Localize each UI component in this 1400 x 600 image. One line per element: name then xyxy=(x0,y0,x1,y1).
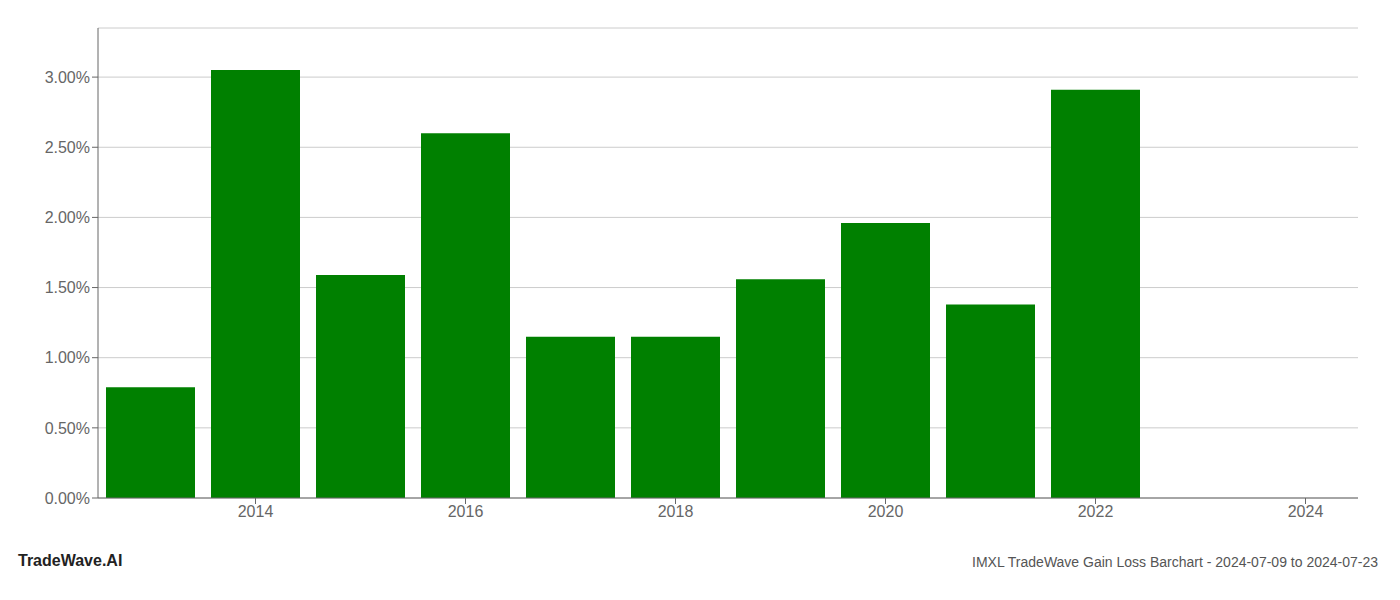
svg-text:2018: 2018 xyxy=(658,503,694,520)
svg-text:0.50%: 0.50% xyxy=(45,420,90,437)
svg-text:2.50%: 2.50% xyxy=(45,139,90,156)
svg-text:0.00%: 0.00% xyxy=(45,490,90,507)
svg-text:2024: 2024 xyxy=(1288,503,1324,520)
svg-text:2.00%: 2.00% xyxy=(45,209,90,226)
svg-text:2016: 2016 xyxy=(448,503,484,520)
svg-text:3.00%: 3.00% xyxy=(45,69,90,86)
svg-text:1.50%: 1.50% xyxy=(45,279,90,296)
svg-text:1.00%: 1.00% xyxy=(45,349,90,366)
html-text:TradeWave.AI: TradeWave.AI xyxy=(18,552,123,569)
svg-text:2020: 2020 xyxy=(868,503,904,520)
svg-text:2014: 2014 xyxy=(238,503,274,520)
svg-text:2022: 2022 xyxy=(1078,503,1114,520)
html-text:IMXL TradeWave Gain Loss Barch: IMXL TradeWave Gain Loss Barchart - 2024… xyxy=(972,554,1378,570)
